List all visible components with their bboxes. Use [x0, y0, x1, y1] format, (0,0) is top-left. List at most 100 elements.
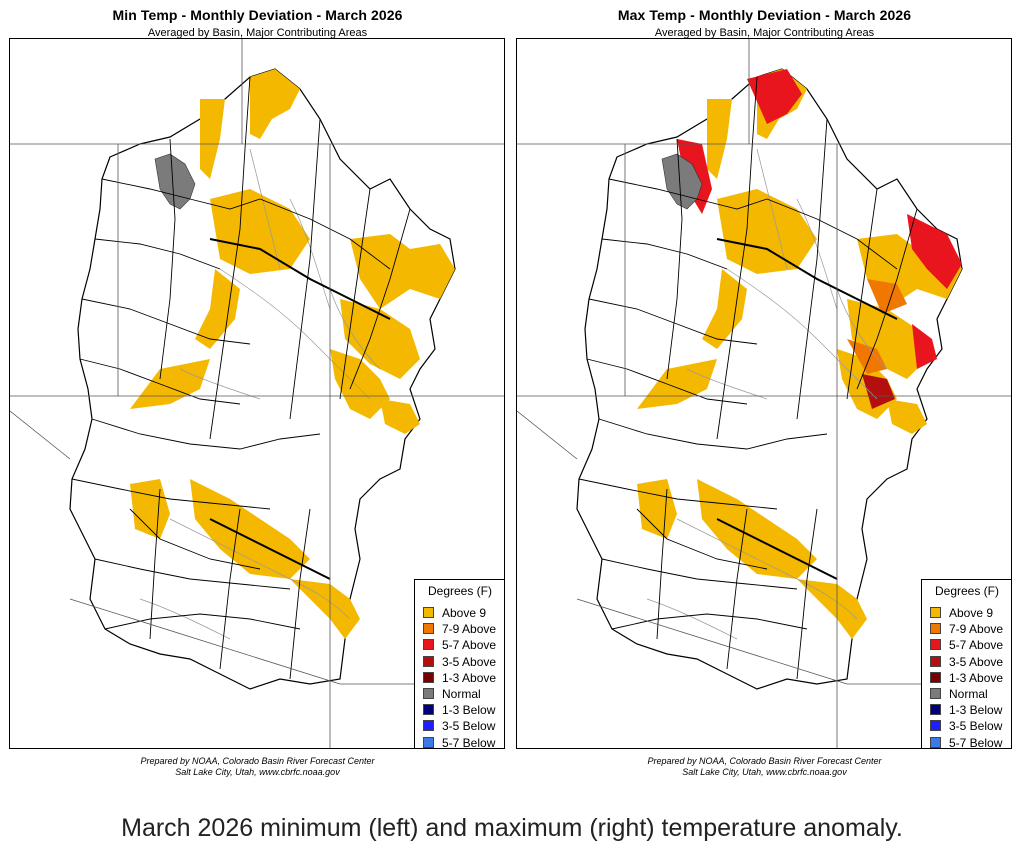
basin-boundary: [104, 613, 301, 630]
legend-label: 7-9 Above: [442, 622, 497, 637]
credit-line-1: Prepared by NOAA, Colorado Basin River F…: [647, 756, 882, 766]
river-line: [836, 288, 888, 370]
max-temp-panel: Max Temp - Monthly Deviation - March 202…: [512, 0, 1017, 790]
figure-caption: March 2026 minimum (left) and maximum (r…: [121, 814, 903, 842]
river-line: [169, 518, 351, 620]
river-line: [726, 268, 878, 400]
legend-item: 3-5 Below: [930, 719, 1002, 733]
river-line: [329, 288, 381, 370]
legend-item: Normal: [930, 687, 988, 701]
legend-label: 5-7 Below: [949, 735, 1003, 749]
legend-item: 7-9 Above: [423, 622, 496, 636]
legend-title: Degrees (F): [427, 584, 492, 598]
map-subtitle: Averaged by Basin, Major Contributing Ar…: [654, 27, 875, 39]
legend-swatch: [930, 688, 941, 699]
legend-label: 3-5 Below: [949, 719, 1003, 734]
anomaly-region: [350, 234, 455, 309]
legend-label: 5-7 Above: [442, 638, 497, 653]
basin-boundary: [81, 298, 251, 345]
credit-line-2: Salt Lake City, Utah, www.cbrfc.noaa.gov: [682, 767, 847, 777]
basin-boundary: [129, 508, 261, 570]
basin-boundary: [636, 508, 768, 570]
river-line: [646, 598, 738, 640]
state-boundary: [10, 410, 71, 460]
river-line: [676, 518, 858, 620]
basin-boundary: [601, 238, 728, 270]
credit-line-2: Salt Lake City, Utah, www.cbrfc.noaa.gov: [175, 767, 340, 777]
credit-line-1: Prepared by NOAA, Colorado Basin River F…: [140, 756, 375, 766]
anomaly-region: [210, 189, 310, 274]
credit: Prepared by NOAA, Colorado Basin River F…: [5, 756, 510, 778]
basin-boundary: [71, 478, 271, 510]
anomaly-region: [637, 359, 717, 409]
anomaly-region: [747, 69, 802, 124]
legend-item: 1-3 Below: [930, 703, 1002, 717]
legend-swatch: [930, 736, 941, 748]
state-boundary: [576, 598, 848, 685]
river-line: [139, 598, 231, 640]
basin-boundary: [94, 238, 221, 270]
river-line: [796, 198, 838, 310]
basin-boundary: [149, 488, 161, 640]
legend-swatch: [930, 704, 941, 716]
state-boundary: [69, 598, 341, 685]
anomaly-region: [717, 189, 817, 274]
legend-item: 5-7 Above: [423, 638, 496, 652]
legend-label: Normal: [442, 687, 481, 701]
legend-label: 5-7 Below: [442, 735, 496, 749]
major-basin-boundary: [209, 518, 331, 580]
basin-boundary: [588, 298, 758, 345]
legend-swatch: [423, 623, 434, 635]
legend-item: 3-5 Above: [423, 655, 496, 669]
basin-boundary: [101, 178, 261, 210]
basin-map: [10, 39, 504, 748]
legend-item: Above 9: [930, 606, 993, 620]
legend-swatch: [930, 607, 941, 618]
basin-boundary: [601, 558, 798, 590]
legend-label: Normal: [949, 687, 988, 701]
legend-swatch: [930, 671, 941, 683]
legend-item: 3-5 Below: [423, 719, 495, 733]
basin-boundary: [79, 358, 241, 405]
legend-swatch: [423, 736, 434, 748]
anomaly-region: [200, 99, 225, 179]
map-title: Min Temp - Monthly Deviation - March 202…: [112, 7, 403, 23]
legend-item: 5-7 Below: [930, 735, 1003, 749]
legend-swatch: [930, 639, 941, 651]
basin-boundary: [846, 188, 878, 400]
anomaly-region: [907, 214, 962, 289]
basin-boundary: [796, 118, 828, 420]
river-line: [289, 198, 331, 310]
basin-boundary: [91, 418, 321, 450]
legend-label: 1-3 Below: [442, 703, 496, 718]
legend-label: 1-3 Above: [442, 670, 497, 685]
anomaly-region: [862, 374, 895, 409]
anomaly-region: [797, 579, 867, 639]
legend-swatch: [423, 688, 434, 699]
legend-item: 5-7 Below: [423, 735, 496, 749]
state-boundary: [517, 410, 578, 460]
legend-swatch: [423, 704, 434, 716]
basin-outline: [69, 68, 456, 690]
river-line: [756, 148, 788, 270]
anomaly-region: [912, 324, 937, 369]
min-temp-map: Degrees (F) Above 9 7-9 Above 5-7 Above 3-5…: [9, 38, 505, 749]
legend-label: 1-3 Below: [949, 703, 1003, 718]
basin-boundary: [289, 118, 321, 420]
basin-boundary: [209, 76, 251, 440]
min-temp-panel: Min Temp - Monthly Deviation - March 202…: [5, 0, 510, 790]
anomaly-region: [887, 399, 927, 434]
legend-item: Above 9: [423, 606, 486, 620]
basin-boundary: [666, 138, 683, 380]
map-subtitle: Averaged by Basin, Major Contributing Ar…: [147, 27, 368, 39]
legend-swatch: [423, 607, 434, 618]
credit: Prepared by NOAA, Colorado Basin River F…: [512, 756, 1017, 778]
basin-boundary: [159, 138, 176, 380]
anomaly-region: [340, 299, 420, 379]
legend-item: 3-5 Above: [930, 655, 1003, 669]
major-basin-boundary: [716, 238, 898, 320]
legend-label: 3-5 Above: [949, 654, 1004, 669]
river-line: [219, 268, 371, 400]
legend-swatch: [930, 623, 941, 635]
basin-boundary: [796, 508, 818, 680]
